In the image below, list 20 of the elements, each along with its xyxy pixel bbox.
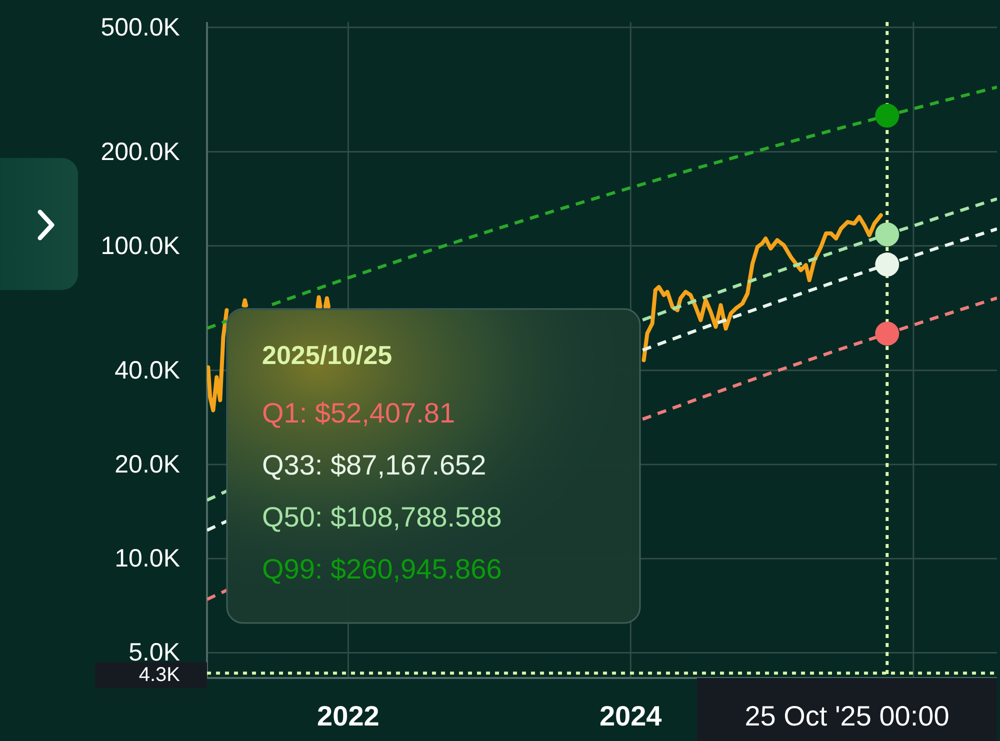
y-tick-label: 100.0K [100, 232, 180, 260]
y-tick-label: 40.0K [114, 356, 180, 384]
point [875, 222, 900, 246]
ref-line-label: 25 Oct '25 00:00 [744, 700, 950, 732]
annotation: 2025/10/25 [262, 340, 392, 370]
annotation: Q99: $260,945.866 [262, 554, 502, 584]
point [875, 322, 900, 346]
y-tick-label: 20.0K [114, 450, 180, 478]
y-tick-label: 200.0K [100, 138, 180, 166]
annotation: Q50: $108,788.588 [262, 502, 502, 532]
y-tick-label: 5.0K [128, 638, 180, 667]
annotation: Q1: $52,407.81 [262, 398, 456, 428]
y-tick-label: 500.0K [100, 13, 180, 42]
point [875, 104, 900, 128]
point [875, 252, 900, 277]
x-tick-label: 2022 [317, 700, 380, 732]
x-tick-label: 2024 [599, 700, 662, 732]
annotation: Q33: $87,167.652 [262, 450, 486, 480]
ref-line-label: 4.3K [138, 664, 181, 686]
y-tick-label: 10.0K [114, 544, 180, 573]
